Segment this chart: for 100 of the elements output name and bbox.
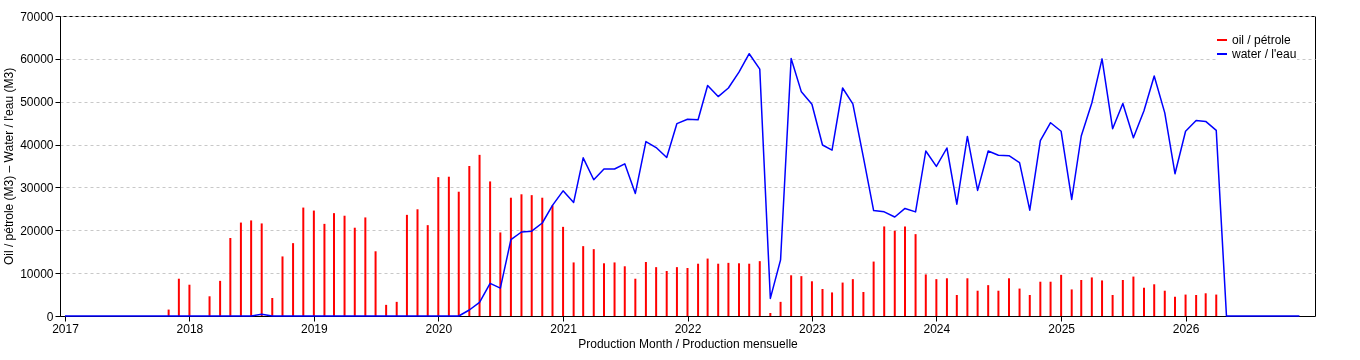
- bar: [239, 222, 242, 316]
- bar: [1163, 290, 1166, 316]
- bar: [737, 263, 740, 316]
- bar: [810, 281, 813, 316]
- bar: [675, 267, 678, 316]
- bar: [1215, 294, 1218, 316]
- bar: [976, 290, 979, 316]
- bar: [748, 263, 751, 316]
- y-tick-label: 70000: [20, 9, 54, 24]
- bar: [1028, 295, 1031, 316]
- bar: [821, 289, 824, 316]
- bar: [1184, 294, 1187, 316]
- y-tick-label: 30000: [20, 180, 54, 195]
- bar: [1101, 280, 1104, 316]
- bar: [1132, 276, 1135, 316]
- bar: [634, 278, 637, 316]
- x-tick-label: 2017: [52, 321, 80, 336]
- bar: [717, 263, 720, 316]
- x-tick-label: 2019: [301, 321, 329, 336]
- y-axis-title: Oil / pétrole (M3) – Water / l'eau (M3): [2, 67, 17, 266]
- y-tick-label: 20000: [20, 223, 54, 238]
- x-tick-label: 2026: [1172, 321, 1200, 336]
- bar: [208, 296, 211, 316]
- bar: [509, 197, 512, 316]
- bar: [332, 213, 335, 316]
- y-tick-label: 10000: [20, 266, 54, 281]
- bar: [1195, 295, 1198, 316]
- bar: [1153, 284, 1156, 316]
- bar: [562, 226, 565, 316]
- bar: [1049, 281, 1052, 316]
- bar: [250, 220, 253, 316]
- bar: [489, 181, 492, 316]
- bar: [1142, 287, 1145, 316]
- bar: [883, 226, 886, 316]
- bar: [229, 238, 232, 316]
- bar: [188, 284, 191, 316]
- bar: [353, 227, 356, 316]
- bar: [831, 292, 834, 316]
- bar: [437, 177, 440, 316]
- bar: [851, 279, 854, 316]
- bar: [385, 304, 388, 316]
- bar: [447, 176, 450, 316]
- x-tick-label: 2023: [799, 321, 827, 336]
- bar: [177, 278, 180, 316]
- bar: [904, 226, 906, 316]
- bar: [779, 301, 782, 316]
- x-tick-label: 2022: [674, 321, 702, 336]
- bar: [1060, 274, 1063, 316]
- bar: [457, 191, 460, 316]
- bar: [602, 263, 605, 316]
- bar: [1080, 280, 1083, 316]
- bar: [426, 225, 429, 316]
- bar: [769, 313, 772, 316]
- bar: [997, 290, 1000, 316]
- bar: [1090, 277, 1093, 316]
- bar: [302, 207, 305, 316]
- bar: [955, 295, 958, 316]
- bar: [1204, 293, 1207, 316]
- bar: [312, 210, 315, 316]
- y-tick-label: 50000: [20, 95, 54, 110]
- bar: [395, 301, 398, 316]
- bar: [499, 232, 502, 316]
- bar: [271, 298, 274, 316]
- bar: [697, 263, 700, 316]
- bar: [520, 194, 523, 316]
- bar: [623, 266, 626, 316]
- y-tick-label: 40000: [20, 138, 54, 153]
- bar: [644, 262, 647, 316]
- bar: [655, 267, 658, 316]
- y-tick-label: 0: [46, 309, 54, 324]
- bar: [758, 261, 761, 316]
- bar: [323, 223, 326, 316]
- x-tick-label: 2021: [550, 321, 578, 336]
- bar: [530, 195, 533, 316]
- bar: [1007, 278, 1010, 316]
- legend-label: water / l'eau: [1231, 47, 1297, 61]
- bar: [800, 276, 803, 316]
- bar: [1121, 280, 1124, 316]
- x-tick-label: 2020: [425, 321, 453, 336]
- bar: [613, 262, 616, 316]
- bar: [665, 271, 668, 316]
- bar: [292, 243, 295, 316]
- bar: [966, 278, 969, 316]
- bar: [541, 197, 544, 316]
- bar: [872, 261, 875, 316]
- bar: [1174, 296, 1176, 316]
- bar: [1111, 295, 1114, 316]
- bar: [893, 230, 896, 316]
- bar: [862, 292, 865, 316]
- bar: [1070, 289, 1073, 316]
- bar: [364, 217, 367, 316]
- x-axis-title: Production Month / Production mensuelle: [578, 336, 799, 351]
- x-tick-label: 2018: [176, 321, 204, 336]
- bar: [790, 275, 793, 316]
- bar: [706, 258, 709, 316]
- bar: [592, 249, 595, 316]
- bar: [841, 282, 844, 316]
- bar: [405, 214, 408, 316]
- bar: [416, 209, 419, 316]
- y-tick-label: 60000: [20, 52, 54, 67]
